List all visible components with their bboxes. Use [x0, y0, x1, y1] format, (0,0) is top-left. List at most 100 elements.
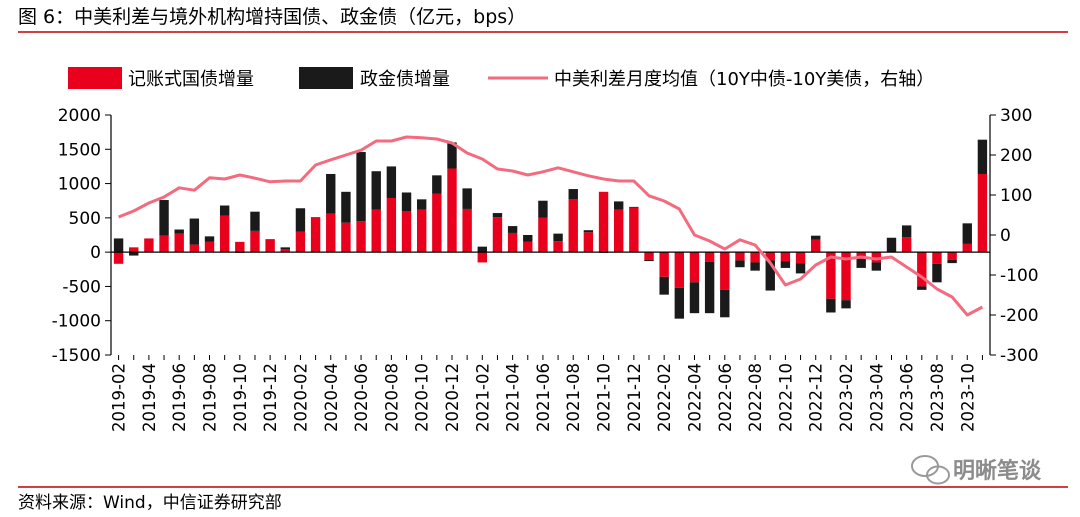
bar-gov-bond	[159, 235, 169, 253]
x-tick-label: 2020-02	[291, 363, 310, 432]
bar-policy-bond	[886, 237, 897, 253]
bar-policy-bond	[704, 261, 715, 314]
x-tick-label: 2019-10	[231, 363, 250, 432]
bar-policy-bond	[614, 201, 624, 210]
bar-gov-bond	[871, 252, 882, 263]
bar-gov-bond	[568, 199, 578, 253]
bar-gov-bond	[462, 208, 472, 253]
bar-gov-bond	[265, 239, 275, 253]
bar-policy-bond	[811, 235, 821, 240]
bar-policy-bond	[644, 259, 654, 262]
legend-swatch-policy-bond	[299, 67, 353, 89]
source-note: 资料来源：Wind，中信证券研究部	[18, 493, 282, 513]
legend: 记账式国债增量 政金债增量 中美利差月度均值（10Y中债-10Y美债，右轴）	[68, 67, 934, 90]
bar-policy-bond	[962, 223, 972, 244]
bar-gov-bond	[432, 193, 442, 253]
x-tick-label: 2021-04	[504, 363, 523, 432]
x-tick-label: 2023-10	[958, 363, 977, 432]
x-tick-label: 2020-12	[443, 363, 462, 432]
bar-gov-bond	[704, 252, 715, 262]
bar-gov-bond	[841, 252, 851, 301]
x-tick-label: 2021-02	[473, 363, 492, 432]
bar-policy-bond	[826, 298, 836, 313]
x-tick-label: 2022-04	[685, 363, 704, 432]
bar-gov-bond	[189, 244, 200, 253]
x-tick-label: 2023-06	[898, 363, 917, 432]
y-left-tick-label: 500	[69, 209, 101, 229]
bar-policy-bond	[901, 225, 912, 238]
legend-label-gov-bond: 记账式国债增量	[128, 69, 254, 90]
x-tick-label: 2021-10	[595, 363, 614, 432]
bar-policy-bond	[432, 175, 442, 194]
bar-gov-bond	[598, 191, 609, 253]
bar-gov-bond	[371, 209, 381, 253]
legend-swatch-gov-bond	[68, 67, 122, 89]
bar-gov-bond	[795, 252, 806, 264]
x-tick-label: 2023-04	[867, 363, 886, 432]
bar-policy-bond	[583, 230, 594, 233]
bar-gov-bond	[326, 213, 336, 253]
x-tick-label: 2020-06	[352, 363, 371, 432]
bar-policy-bond	[507, 226, 518, 233]
y-left-tick-label: 2000	[58, 106, 101, 126]
bar-policy-bond	[568, 189, 578, 200]
y-right-tick-label: 200	[1000, 146, 1032, 166]
bar-gov-bond	[507, 232, 518, 253]
bar-gov-bond	[674, 252, 685, 288]
bar-gov-bond	[765, 252, 775, 261]
bar-gov-bond	[416, 209, 427, 253]
watermark: 明晰笔谈	[911, 455, 1042, 485]
bar-policy-bond	[977, 139, 988, 174]
bar-gov-bond	[720, 252, 730, 290]
bar-policy-bond	[204, 236, 215, 242]
bar-policy-bond	[219, 205, 230, 216]
bar-policy-bond	[856, 259, 866, 268]
bar-policy-bond	[250, 211, 260, 231]
y-right-tick-label: 100	[1000, 186, 1032, 206]
bar-gov-bond	[689, 252, 700, 283]
bar-policy-bond	[932, 263, 942, 283]
bar-policy-bond	[371, 171, 381, 210]
y-left-tick-label: -1000	[52, 312, 101, 332]
bar-policy-bond	[462, 188, 472, 209]
bar-policy-bond	[795, 263, 806, 274]
y-left-tick-label: 1000	[58, 175, 101, 195]
bar-policy-bond	[720, 289, 730, 318]
bar-policy-bond	[538, 200, 548, 218]
bar-gov-bond	[113, 252, 124, 264]
bar-policy-bond	[780, 261, 791, 268]
bar-policy-bond	[917, 286, 927, 290]
legend-label-spread: 中美利差月度均值（10Y中债-10Y美债，右轴）	[554, 69, 934, 90]
bar-gov-bond	[735, 252, 745, 261]
x-tick-label: 2023-08	[928, 363, 947, 432]
bar-gov-bond	[977, 173, 988, 253]
bar-policy-bond	[553, 233, 563, 242]
bar-gov-bond	[280, 249, 290, 253]
bar-policy-bond	[129, 252, 139, 256]
bar-policy-bond	[189, 218, 200, 245]
y-right-tick-label: 300	[1000, 106, 1032, 126]
x-tick-label: 2022-02	[655, 363, 674, 432]
bar-policy-bond	[341, 191, 351, 223]
x-tick-label: 2019-12	[261, 363, 280, 432]
watermark-text: 明晰笔谈	[953, 458, 1042, 484]
bar-gov-bond	[235, 241, 245, 253]
x-tick-label: 2022-06	[716, 363, 735, 432]
y-left-tick-label: -1500	[52, 346, 101, 366]
bar-gov-bond	[583, 232, 594, 253]
plot-area: 2000150010005000-500-1000-15003002001000…	[52, 106, 1039, 432]
bar-gov-bond	[144, 238, 154, 253]
x-tick-label: 2022-12	[807, 363, 826, 432]
x-tick-label: 2019-08	[201, 363, 220, 432]
bar-gov-bond	[386, 197, 397, 253]
bar-gov-bond	[219, 215, 230, 253]
bar-gov-bond	[341, 222, 351, 253]
bar-policy-bond	[689, 282, 700, 314]
bar-gov-bond	[447, 168, 457, 253]
bar-gov-bond	[492, 217, 503, 253]
y-left-tick-label: 0	[90, 243, 101, 263]
bar-gov-bond	[553, 241, 563, 253]
x-tick-label: 2022-10	[776, 363, 795, 432]
